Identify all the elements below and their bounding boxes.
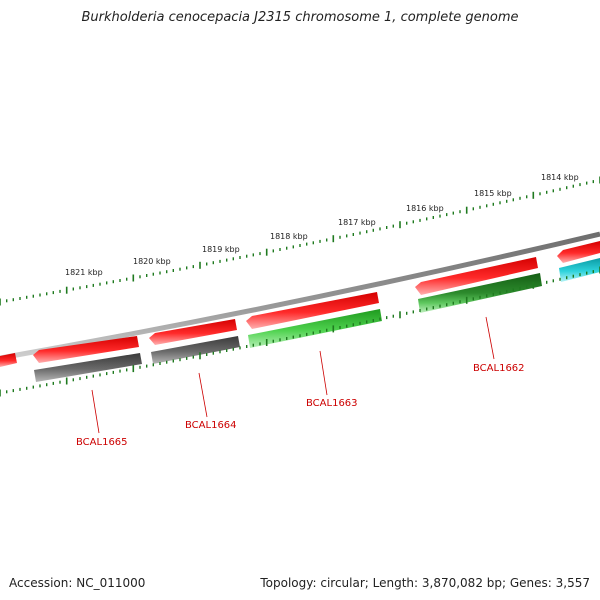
gene-arrow-forward[interactable] [33,336,139,363]
gene-label-bcal1665[interactable]: BCAL1665 [76,437,128,448]
map-title: Burkholderia cenocepacia J2315 chromosom… [81,10,519,25]
tick-label-1819: 1819 kbp [202,245,240,254]
gene-bcal1662-arrow[interactable] [418,273,542,313]
forward-strand-genes [0,241,600,367]
topology-text: Topology: circular; Length: 3,870,082 bp… [260,576,590,590]
tick-label-1814: 1814 kbp [541,173,579,182]
leader-line-bcal1663 [319,350,328,396]
genome-backbone [0,231,600,361]
gene-arrow-forward[interactable] [0,353,17,367]
gene-arrow-forward[interactable] [246,292,379,329]
gene-label-bcal1664[interactable]: BCAL1664 [185,420,237,431]
inner-scale-ticks [0,266,600,397]
gene-arrow-reverse[interactable] [559,258,600,282]
gene-arrow-forward[interactable] [415,257,538,295]
leader-line-bcal1662 [485,316,495,360]
tick-label-1817: 1817 kbp [338,218,376,227]
gene-label-bcal1662[interactable]: BCAL1662 [473,363,525,374]
leader-line-bcal1664 [198,372,208,418]
tick-label-1820: 1820 kbp [133,257,171,266]
tick-label-1815: 1815 kbp [474,189,512,198]
gene-bcal1665-arrow[interactable] [34,353,142,382]
leader-line-bcal1665 [91,389,100,434]
scale-labels: 1821 kbp 1820 kbp 1819 kbp 1818 kbp 1817… [65,173,579,277]
gene-bcal1664-arrow[interactable] [151,336,240,364]
gene-leader-lines [91,316,495,434]
outer-scale-ticks [0,176,600,306]
tick-label-1816: 1816 kbp [406,204,444,213]
tick-label-1821: 1821 kbp [65,268,103,277]
gene-arrow-forward[interactable] [557,241,600,263]
gene-labels: BCAL1665 BCAL1664 BCAL1663 BCAL1662 [76,363,525,448]
reverse-strand-genes [34,258,600,382]
accession-text: Accession: NC_011000 [9,576,146,590]
gene-label-bcal1663[interactable]: BCAL1663 [306,398,358,409]
gene-arrow-forward[interactable] [149,319,237,345]
tick-label-1818: 1818 kbp [270,232,308,241]
gene-bcal1663-arrow[interactable] [248,309,382,348]
